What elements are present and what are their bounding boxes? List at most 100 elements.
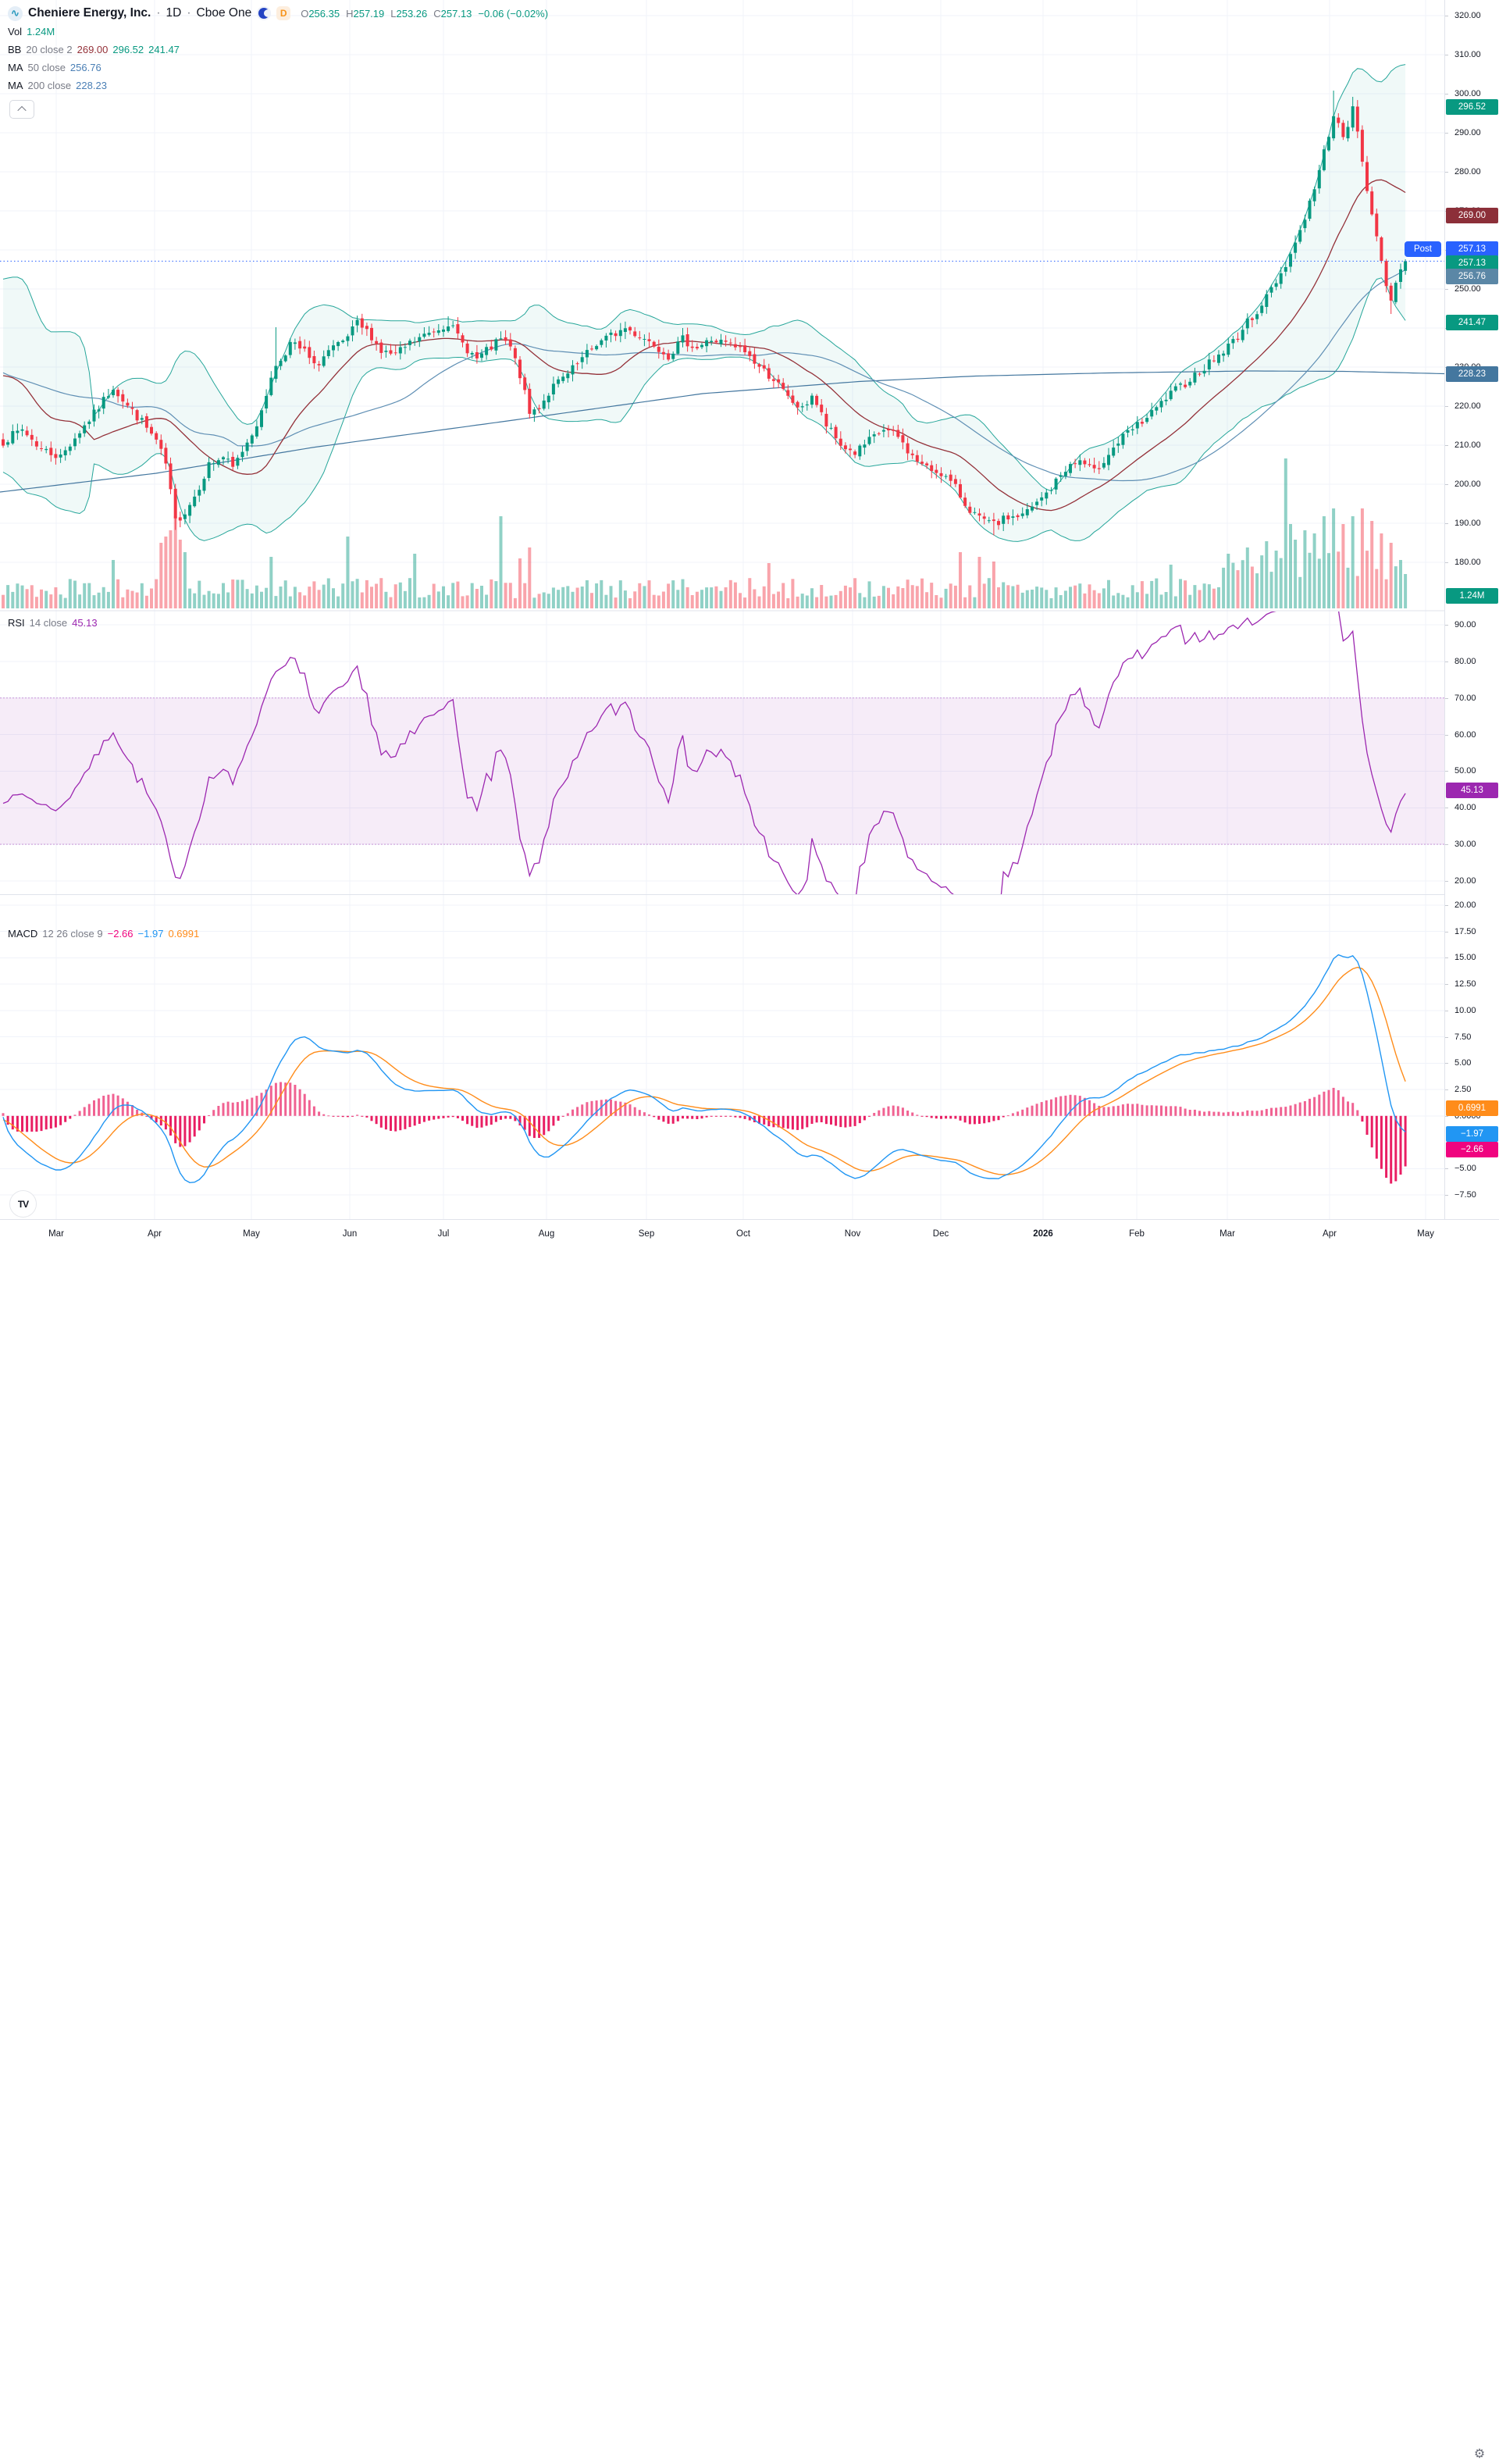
month-label: 2026: [1033, 1229, 1053, 1239]
price-tick-label: 280.00: [1445, 167, 1481, 177]
macd-legend-row[interactable]: MACD 12 26 close 9 −2.66 −1.97 0.6991: [8, 928, 199, 940]
axis-value-badge: 0.6991: [1446, 1100, 1498, 1116]
macd-tick-label: 5.00: [1444, 1058, 1472, 1068]
month-label: Apr: [148, 1229, 162, 1239]
rsi-tick-label: 80.00: [1445, 656, 1476, 666]
price-tick-label: 290.00: [1445, 128, 1481, 137]
axis-value-badge: 1.24M: [1446, 588, 1498, 604]
price-tick-label: 300.00: [1445, 89, 1481, 98]
rsi-tick-label: 50.00: [1445, 766, 1476, 776]
exchange-name[interactable]: Cboe One: [196, 6, 252, 20]
rsi-label: RSI: [8, 617, 25, 629]
macd-line: [2, 954, 1406, 1184]
ma200-value: 228.23: [76, 80, 107, 91]
axis-value-badge: −2.66: [1446, 1142, 1498, 1157]
macd-params: 12 26 close 9: [42, 928, 103, 940]
rsi-value: 45.13: [72, 617, 98, 629]
price-tick-label: 310.00: [1445, 50, 1481, 59]
collapse-legend-button[interactable]: [9, 100, 34, 119]
bb-legend-row[interactable]: BB 20 close 2 269.00 296.52 241.47: [8, 41, 548, 59]
bb-basis-value: 269.00: [77, 44, 109, 55]
axis-value-badge: 45.13: [1446, 783, 1498, 798]
macd-signal-line: [2, 966, 1406, 1175]
macd-tick-label: 15.00: [1445, 953, 1476, 963]
macd-tick-label: 7.50: [1444, 1032, 1472, 1042]
price-axis[interactable]: 320.00310.00300.00290.00280.00270.00260.…: [1444, 0, 1499, 1219]
price-tick-label: 250.00: [1445, 284, 1481, 294]
month-label: Jun: [342, 1229, 358, 1239]
macd-hist-value: −2.66: [107, 928, 134, 940]
cboe-icon[interactable]: [257, 6, 272, 20]
ma50-legend-row[interactable]: MA 50 close 256.76: [8, 59, 548, 77]
rsi-tick-label: 70.00: [1445, 693, 1476, 703]
delayed-data-icon[interactable]: D: [276, 6, 291, 20]
grid-layer: [0, 0, 1444, 1219]
month-label: May: [1417, 1229, 1434, 1239]
symbol-legend: ∿ Cheniere Energy, Inc. · 1D · Cboe One …: [8, 4, 548, 94]
tradingview-logo-icon[interactable]: TV: [9, 1190, 37, 1218]
post-market-badge: Post: [1405, 241, 1441, 257]
rsi-tick-label: 20.00: [1445, 875, 1476, 886]
volume-layer: [2, 458, 1408, 608]
timeframe[interactable]: 1D: [166, 6, 182, 20]
price-tick-label: 180.00: [1445, 558, 1481, 567]
macd-tick-label: 2.50: [1444, 1085, 1472, 1095]
open-value: 256.35: [308, 7, 340, 20]
rsi-tick-label: 40.00: [1445, 803, 1476, 813]
macd-tick-label: 10.00: [1445, 1005, 1476, 1015]
price-tick-label: 220.00: [1445, 401, 1481, 411]
ma200-params: 200 close: [27, 80, 72, 91]
axis-settings-gear-icon[interactable]: ⚙: [1473, 2448, 1486, 2461]
macd-line-value: −1.97: [137, 928, 164, 940]
bb-params: 20 close 2: [26, 44, 73, 55]
month-label: Aug: [538, 1229, 555, 1239]
candles-layer: [2, 91, 1408, 536]
rsi-params: 14 close: [29, 617, 68, 629]
axis-value-badge: 257.13: [1446, 241, 1498, 257]
axis-value-badge: −1.97: [1446, 1126, 1498, 1142]
ma200-label: MA: [8, 80, 23, 91]
macd-label: MACD: [8, 928, 38, 940]
axis-value-badge: 256.76: [1446, 269, 1498, 284]
separator-dot: ·: [187, 6, 191, 20]
axis-value-badge: 296.52: [1446, 99, 1498, 115]
time-axis[interactable]: ⚙ Mar Apr May Jun Jul Aug Sep Oct Nov Dec 2026 Feb M…: [0, 1219, 1499, 2461]
bollinger-upper-line: [2, 64, 1406, 492]
ma200-legend-row[interactable]: MA 200 close 228.23: [8, 77, 548, 94]
rsi-pane: [0, 612, 1444, 894]
macd-tick-label: −5.00: [1445, 1164, 1476, 1174]
ma50-label: MA: [8, 62, 23, 73]
close-value: 257.13: [440, 7, 472, 20]
change-value: −0.06 (−0.02%): [478, 7, 549, 20]
month-label: Feb: [1129, 1229, 1145, 1239]
month-label: Sep: [638, 1229, 655, 1239]
bb-upper-value: 296.52: [112, 44, 144, 55]
month-label: Nov: [844, 1229, 861, 1239]
rsi-tick-label: 60.00: [1445, 729, 1476, 740]
bb-label: BB: [8, 44, 22, 55]
macd-tick-label: −7.50: [1445, 1190, 1476, 1200]
volume-legend-row[interactable]: Vol 1.24M: [8, 23, 548, 41]
price-tick-label: 320.00: [1445, 11, 1481, 20]
price-tick-label: 210.00: [1445, 440, 1481, 450]
month-label: Jul: [437, 1229, 450, 1239]
macd-tick-label: 12.50: [1445, 979, 1476, 990]
month-label: Apr: [1323, 1229, 1337, 1239]
main-price-pane: [0, 64, 1444, 608]
month-label: Mar: [1219, 1229, 1235, 1239]
separator-dot: ·: [156, 6, 161, 20]
axis-value-badge: 257.13: [1446, 255, 1498, 271]
symbol-title-row: ∿ Cheniere Energy, Inc. · 1D · Cboe One …: [8, 4, 548, 23]
chevron-up-icon: [17, 105, 27, 116]
chart-canvas[interactable]: [0, 0, 1444, 1219]
rsi-legend-row[interactable]: RSI 14 close 45.13: [8, 617, 98, 629]
rsi-line: [2, 612, 1406, 894]
month-label: Mar: [48, 1229, 64, 1239]
rsi-band: [0, 697, 1444, 845]
symbol-name[interactable]: Cheniere Energy, Inc.: [28, 6, 151, 20]
macd-tick-label: 17.50: [1445, 926, 1476, 936]
month-label: Dec: [932, 1229, 949, 1239]
month-label: May: [243, 1229, 260, 1239]
axis-value-badge: 241.47: [1446, 315, 1498, 330]
